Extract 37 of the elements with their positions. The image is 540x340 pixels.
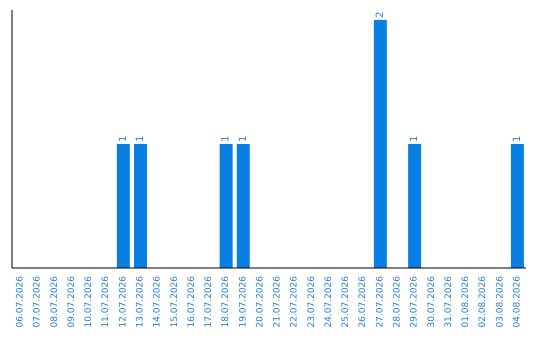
x-tick-label: 22.07.2026 (290, 276, 300, 328)
x-tick-label: 09.07.2026 (66, 276, 77, 328)
x-tick-label: 17.07.2026 (204, 276, 214, 328)
data-label: 1 (512, 136, 523, 142)
x-tick-label: 01.08.2026 (461, 276, 472, 328)
x-tick-label: 14.07.2026 (152, 276, 163, 328)
x-tick-label: 11.07.2026 (101, 276, 112, 328)
x-tick-label: 02.08.2026 (478, 276, 488, 328)
x-tick-label: 16.07.2026 (186, 276, 197, 328)
x-tick-label: 26.07.2026 (358, 276, 368, 328)
x-tick-label: 21.07.2026 (272, 276, 283, 328)
x-tick-label: 15.07.2026 (170, 276, 180, 328)
x-tick-label: 29.07.2026 (410, 276, 420, 328)
x-tick-label: 06.07.2026 (16, 276, 26, 328)
x-tick-label: 23.07.2026 (306, 276, 317, 328)
x-tick-label: 20.07.2026 (255, 276, 266, 328)
x-tick-label: 03.08.2026 (495, 276, 506, 328)
x-tick-label: 10.07.2026 (84, 276, 94, 328)
x-tick-label: 24.07.2026 (324, 276, 334, 328)
x-tick-label: 19.07.2026 (238, 276, 248, 328)
data-label: 1 (134, 136, 146, 142)
x-tick-label: 13.07.2026 (136, 276, 146, 328)
data-label: 2 (374, 12, 386, 18)
data-label: 1 (220, 136, 232, 142)
x-tick-label: 30.07.2026 (426, 276, 437, 328)
x-tick-label: 08.07.2026 (50, 276, 60, 328)
x-tick-label: 25.07.2026 (341, 276, 352, 328)
x-tick-label: 07.07.2026 (32, 276, 43, 328)
data-label: 1 (238, 136, 249, 142)
x-tick-label: 27.07.2026 (375, 276, 386, 328)
x-tick-label: 18.07.2026 (221, 276, 232, 328)
data-label: 1 (409, 136, 420, 142)
x-tick-label: 04.08.2026 (512, 276, 522, 328)
x-tick-label: 31.07.2026 (444, 276, 454, 328)
x-tick-label: 12.07.2026 (118, 276, 128, 328)
data-label: 1 (118, 136, 129, 142)
x-tick-label: 28.07.2026 (392, 276, 402, 328)
